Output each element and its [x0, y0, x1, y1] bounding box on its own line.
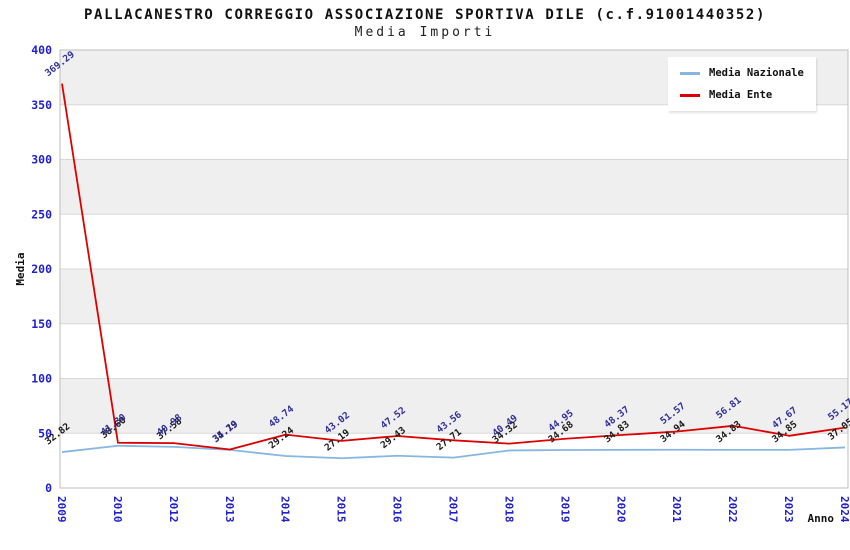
x-tick-label: 2014: [279, 496, 292, 523]
y-tick-label: 50: [38, 426, 52, 440]
chart-subtitle: Media Importi: [354, 25, 496, 40]
plot-band: [60, 323, 848, 379]
plot-band: [60, 269, 848, 324]
x-tick-label: 2024: [838, 496, 850, 523]
x-tick-label: 2013: [223, 496, 236, 523]
y-tick-label: 100: [31, 372, 52, 386]
plot-band: [60, 214, 848, 269]
legend: Media Nazionale Media Ente: [668, 57, 816, 111]
x-tick-label: 2016: [391, 496, 404, 523]
y-tick-label: 150: [31, 317, 52, 331]
y-axis-title: Media: [14, 252, 27, 285]
plot-band: [60, 378, 848, 434]
media-nazionale-line-swatch: [680, 71, 700, 75]
x-tick-label: 2021: [670, 496, 683, 523]
legend-label-media-nazionale: Media Nazionale: [709, 67, 804, 79]
x-tick-label: 2010: [111, 496, 124, 523]
y-tick-label: 400: [31, 43, 52, 57]
y-tick-label: 200: [31, 262, 52, 276]
y-tick-label: 350: [31, 98, 52, 112]
x-tick-label: 2019: [558, 496, 571, 523]
legend-item-media-ente: Media Ente: [680, 89, 804, 101]
plot-band: [60, 104, 848, 160]
series-line-media-ente: [61, 83, 846, 451]
y-tick-label: 250: [31, 207, 52, 221]
x-tick-label: 2023: [782, 496, 795, 523]
series-line-media-nazionale: [61, 444, 846, 460]
x-axis-title: Anno: [808, 512, 835, 525]
plot-band: [60, 433, 848, 488]
x-tick-label: 2022: [726, 496, 739, 523]
x-tick-label: 2015: [335, 496, 348, 523]
plot-band: [60, 159, 848, 215]
x-tick-label: 2020: [614, 496, 627, 523]
x-tick-label: 2017: [447, 496, 460, 523]
y-tick-label: 300: [31, 153, 52, 167]
media-ente-line-swatch: [680, 93, 700, 97]
legend-label-media-ente: Media Ente: [709, 89, 773, 101]
x-tick-label: 2009: [55, 496, 68, 523]
x-tick-label: 2018: [502, 496, 515, 523]
legend-item-media-nazionale: Media Nazionale: [680, 67, 804, 79]
plot-border: [59, 49, 849, 489]
chart-title: PALLACANESTRO CORREGGIO ASSOCIAZIONE SPO…: [84, 7, 766, 23]
y-tick-label: 0: [45, 481, 52, 495]
x-tick-label: 2012: [167, 496, 180, 523]
